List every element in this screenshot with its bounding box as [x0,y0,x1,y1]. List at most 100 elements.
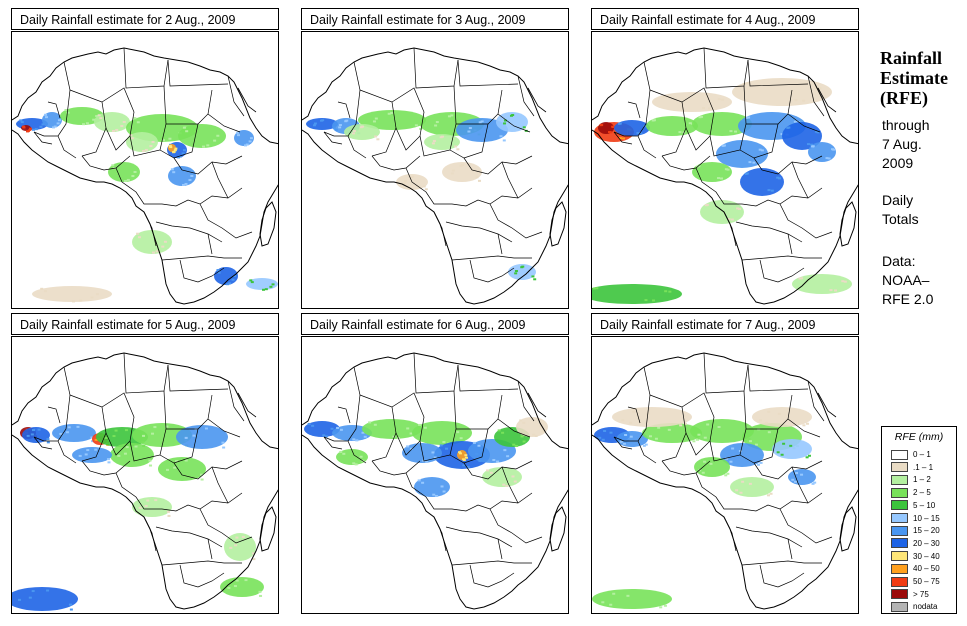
rainfall-speck [56,122,60,125]
rainfall-speck [700,115,704,118]
rainfall-speck [168,144,172,147]
rainfall-area [72,447,112,463]
rainfall-speck [450,172,454,175]
rainfall-speck [468,127,472,130]
rainfall-speck [432,140,436,143]
rainfall-speck [355,439,359,442]
rainfall-speck [716,177,720,180]
rainfall-area [646,116,698,136]
rainfall-area [52,424,96,442]
rainfall-speck [144,505,148,508]
rainfall-speck [339,450,343,453]
side-title-line: Rainfall [880,48,943,68]
rainfall-speck [351,132,355,135]
rainfall-speck [794,99,798,102]
rainfall-speck [403,180,407,183]
rainfall-map [302,352,568,610]
rainfall-speck [67,426,71,429]
legend-label: nodata [913,602,938,612]
rainfall-overlay [16,107,278,303]
country-border [391,392,425,456]
country-border [413,47,459,89]
rainfall-speck [619,440,623,443]
rainfall-speck [188,179,192,182]
rainfall-speck [447,115,451,118]
country-border [371,155,421,171]
rainfall-speck [770,189,774,192]
rainfall-area [32,286,112,302]
rainfall-area [716,140,768,168]
legend-swatch [891,576,908,587]
rainfall-speck [39,125,43,128]
rainfall-speck [28,127,32,130]
rainfall-speck [129,134,133,137]
rainfall-speck [843,280,847,283]
country-border [166,394,213,430]
rainfall-speck [456,148,460,151]
rainfall-speck [679,424,683,427]
country-border [33,366,71,442]
country-border [433,211,447,247]
rainfall-speck [704,204,708,207]
rainfall-area [752,407,812,427]
panel-title: Daily Rainfall estimate for 6 Aug., 2009 [301,313,569,335]
legend-item: 0 – 1 [891,449,931,460]
rainfall-speck [668,290,672,293]
rainfall-speck [342,452,346,455]
country-border [179,259,225,283]
rainfall-speck [175,460,179,463]
rainfall-speck [512,443,516,446]
country-border [787,418,821,438]
country-border [469,564,515,588]
rainfall-speck [841,280,845,283]
rainfall-speck [222,446,226,449]
rainfall-speck [514,444,518,447]
rainfall-speck [462,458,466,461]
country-border [207,113,241,133]
rainfall-speck [717,98,721,101]
rainfall-speck [522,126,526,129]
rainfall-speck [423,426,427,429]
rainfall-speck [752,161,756,164]
country-border [159,428,199,464]
country-border [489,508,543,544]
rainfall-speck [148,459,152,462]
rainfall-speck [703,436,707,439]
rainfall-map [12,47,278,305]
rainfall-speck [654,437,658,440]
country-border [681,87,715,151]
rainfall-speck [767,431,771,434]
rainfall-speck [262,288,265,291]
rainfall-speck [59,432,63,435]
rainfall-speck [235,536,239,539]
rainfall-speck [741,480,745,483]
rainfall-speck [117,454,121,457]
country-border [723,211,737,247]
rainfall-area [176,425,228,449]
rainfall-speck [34,128,38,131]
rainfall-speck [32,128,35,131]
data-source-line: RFE 2.0 [882,291,934,307]
rainfall-speck [439,444,443,447]
rainfall-speck [184,436,188,439]
country-border [469,259,515,283]
rainfall-speck [226,283,229,286]
rainfall-speck [173,149,177,152]
country-border [613,131,633,145]
legend-swatch [891,589,908,600]
rainfall-speck [106,458,110,461]
legend-item: 5 – 10 [891,500,935,511]
rainfall-speck [252,558,256,561]
rainfall-speck [745,116,749,119]
country-border [123,47,169,89]
rainfall-speck [249,137,253,140]
panel-title: Daily Rainfall estimate for 2 Aug., 2009 [11,8,279,30]
rainfall-speck [166,468,170,471]
rainfall-area [178,124,226,148]
rainfall-speck [104,436,108,439]
rainfall-speck [330,427,334,430]
rainfall-speck [730,218,734,221]
rainfall-speck [166,510,170,513]
rainfall-speck [31,590,35,593]
rainfall-speck [338,124,342,127]
